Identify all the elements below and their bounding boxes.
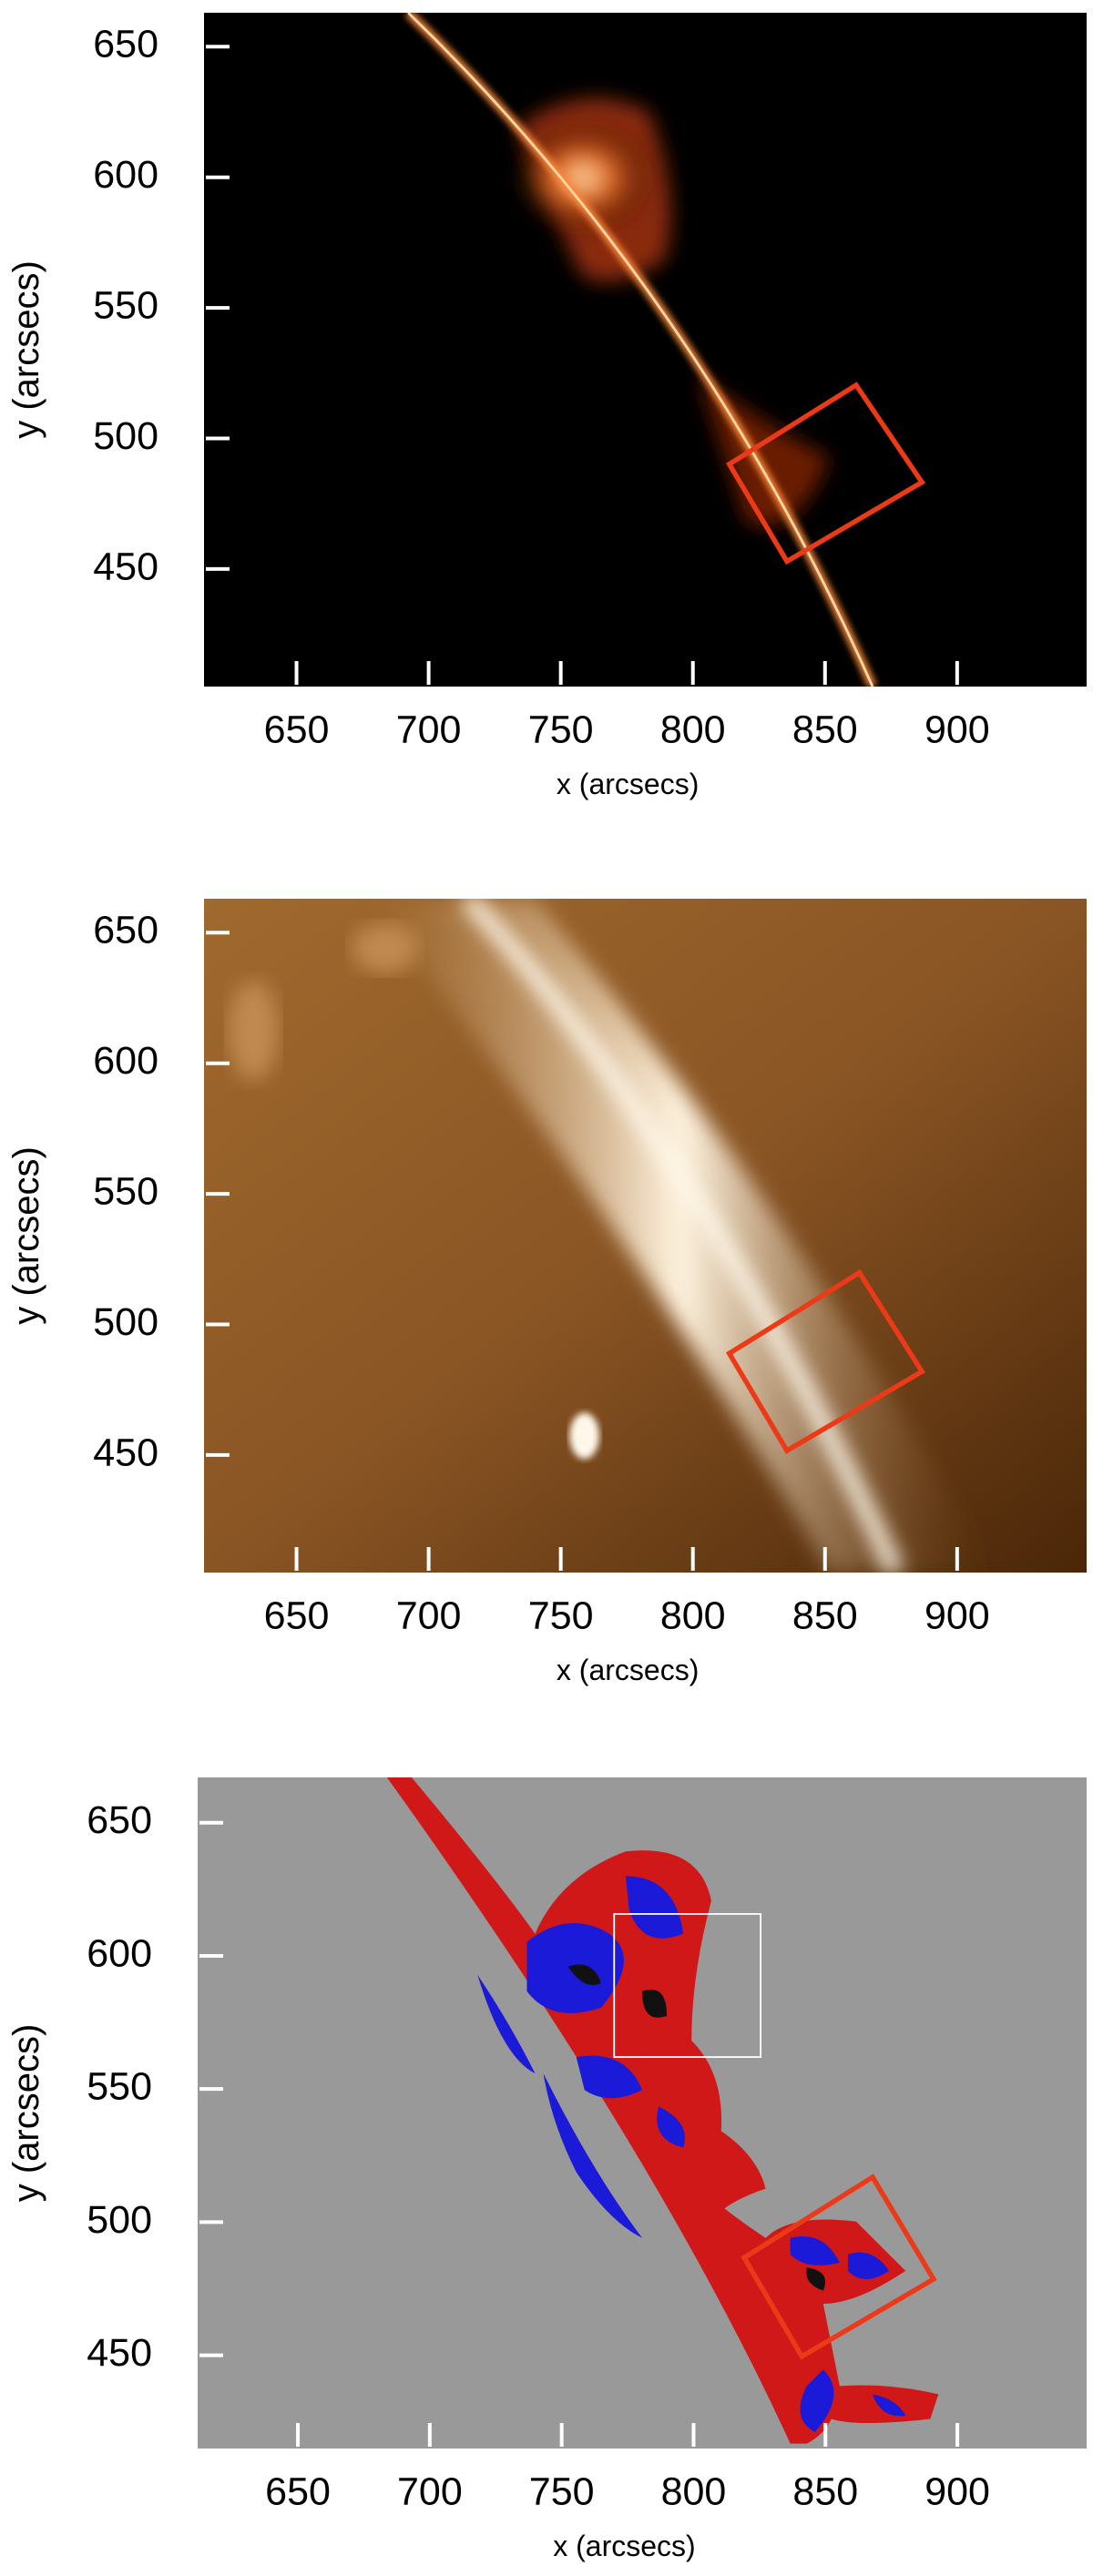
x-tick-label: 900 [924,708,990,751]
y-tick-label: 500 [87,2198,152,2242]
x-tick-label: 900 [924,2469,990,2513]
x-tick-label: 650 [265,2469,331,2513]
y-tick-label: 450 [93,1431,158,1474]
y-tick-label: 650 [87,1798,152,1842]
x-axis-label: x (arcsecs) [553,2530,695,2562]
y-tick-label: 450 [93,545,158,588]
x-axis-label: x (arcsecs) [557,1654,699,1686]
y-tick-label: 600 [93,1039,158,1083]
y-tick-label: 600 [87,1931,152,1975]
y-tick-label: 500 [93,1300,158,1344]
x-tick-label: 700 [397,2469,463,2513]
y-tick-label: 600 [93,153,158,197]
y-tick-label: 550 [87,2065,152,2109]
y-axis-label: y (arcsecs) [6,2024,46,2203]
y-tick-label: 650 [93,23,158,66]
x-tick-label: 800 [660,708,726,751]
x-tick-label: 750 [528,708,594,751]
x-tick-label: 850 [792,2469,858,2513]
y-tick-label: 450 [87,2331,152,2375]
y-tick-label: 550 [93,1169,158,1213]
x-tick-label: 750 [528,1593,594,1637]
x-tick-label: 850 [792,708,858,751]
y-tick-label: 550 [93,283,158,327]
y-tick-label: 500 [93,414,158,458]
panel-image [204,899,1087,1573]
x-axis-label: x (arcsecs) [557,768,699,800]
panel-image [198,1777,1087,2449]
x-tick-label: 800 [660,1593,726,1637]
x-tick-label: 900 [924,1593,990,1637]
x-tick-label: 800 [661,2469,727,2513]
x-tick-label: 750 [529,2469,595,2513]
panel-image [204,13,1087,687]
y-axis-label: y (arcsecs) [6,1146,46,1325]
x-tick-label: 700 [396,708,462,751]
x-tick-label: 650 [264,1593,330,1637]
x-tick-label: 850 [792,1593,858,1637]
x-tick-label: 700 [396,1593,462,1637]
y-tick-label: 650 [93,909,158,952]
x-tick-label: 650 [264,708,330,751]
y-axis-label: y (arcsecs) [6,260,46,439]
